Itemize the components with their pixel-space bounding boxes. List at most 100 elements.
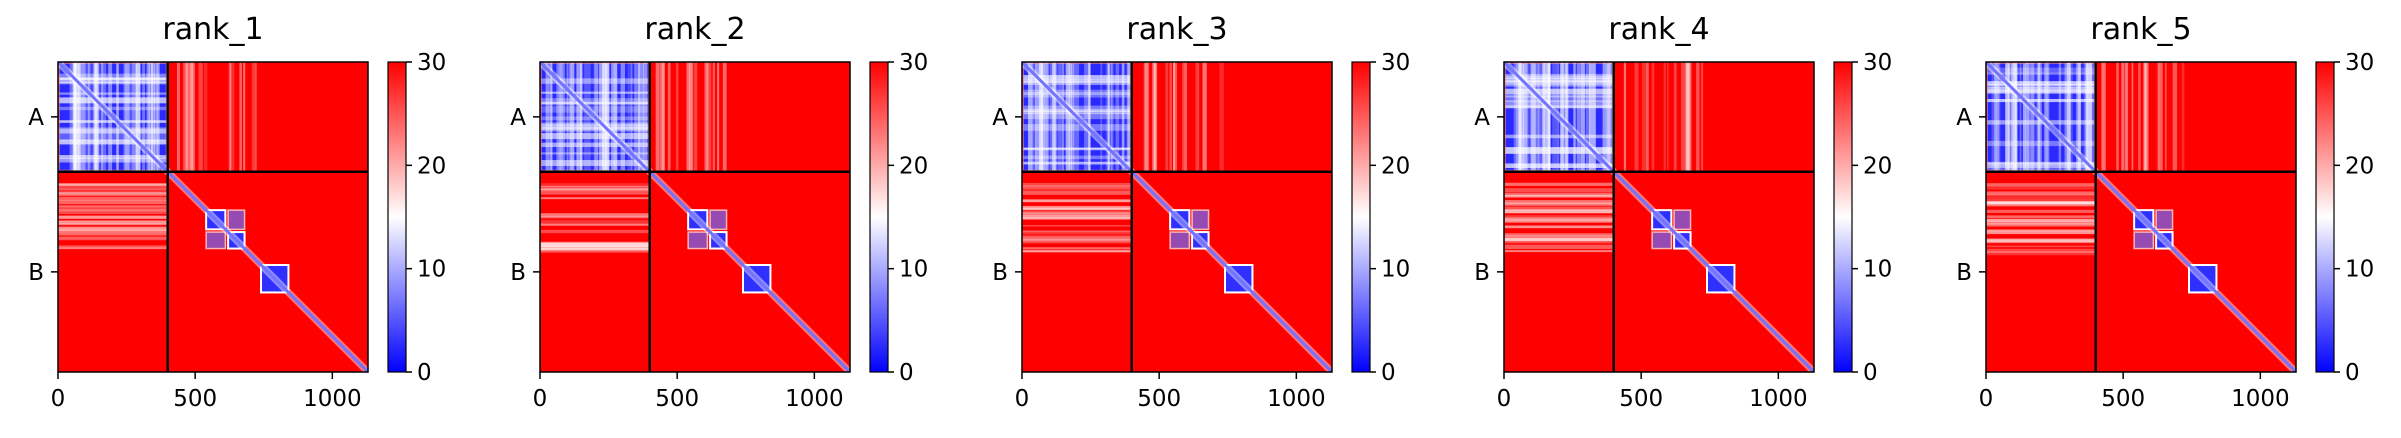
block-A-stripe (58, 77, 168, 84)
block-A-stripe (1022, 109, 1132, 113)
block-A-B-stripe (561, 62, 565, 172)
block-A-stripe (58, 97, 168, 104)
block-B-A-stripe (58, 222, 168, 226)
block-A-B-stripe (2125, 62, 2129, 172)
block-A-B-stripe (1517, 62, 1523, 172)
block-B-A-stripe (540, 220, 650, 224)
block-A-B-stripe (2036, 62, 2040, 172)
block-A-B-stripe (2101, 62, 2106, 172)
block-A-stripe (540, 122, 650, 127)
x-tick-label: 500 (2101, 386, 2145, 412)
block-A-B-stripe (717, 62, 720, 172)
colorbar-tick-label: 10 (1381, 257, 1410, 283)
block-A-B-stripe (2085, 62, 2090, 172)
block-A-stripe (1996, 62, 1999, 172)
block-A-stripe (604, 62, 609, 172)
block-A-B-stripe (1667, 62, 1669, 172)
block-B-A-stripe (58, 192, 168, 196)
block-A-B-stripe (184, 62, 189, 172)
block-A-B-stripe (576, 62, 579, 172)
block-A-B-stripe (1552, 62, 1557, 172)
colorbar-tick-label: 20 (2345, 153, 2374, 179)
block-B-A-stripe (1986, 239, 2096, 243)
block-A-stripe (1022, 89, 1132, 95)
block-B-A-stripe (1986, 223, 2096, 226)
block-A-stripe (1041, 62, 1045, 172)
block-B-A-stripe (58, 245, 168, 249)
block-A-stripe (556, 62, 562, 172)
block-A-stripe (69, 62, 74, 172)
block-A-stripe (58, 158, 168, 163)
block-A-stripe (2043, 62, 2049, 172)
block-B-A-stripe (540, 192, 650, 195)
block-B-A-stripe (540, 223, 650, 226)
block-B-A-stripe (540, 246, 650, 250)
block-A-B-stripe (1031, 62, 1036, 172)
block-A-stripe (540, 91, 650, 94)
pae-panel-rank_2: rank_2 0 500 1000 A B 0 10 20 30 (482, 0, 952, 438)
heatmap-diagonal-halo (55, 59, 371, 375)
block-B-A-stripe (1022, 235, 1132, 241)
block-A-stripe (2011, 62, 2018, 172)
colorbar (1351, 61, 1371, 373)
block-A-stripe (1986, 165, 2096, 168)
block-B-A-stripe (1986, 229, 2096, 232)
block-B-A-stripe (1504, 182, 1614, 186)
block-B-A-stripe (1022, 216, 1132, 220)
block-B-A-stripe (1504, 225, 1614, 228)
heatmap-frame (57, 61, 369, 373)
block-B-A-stripe (58, 183, 168, 187)
block-A-B-stripe (74, 62, 78, 172)
block-A-stripe (1022, 155, 1132, 160)
block-A-stripe (579, 62, 582, 172)
block-A-B-stripe (2025, 62, 2030, 172)
heatmap-svg: 0 500 1000 A B 0 10 20 30 (28, 50, 446, 412)
block-B-A-stripe (540, 243, 650, 247)
block-A-stripe (540, 133, 650, 140)
block-B-A-stripe (1022, 211, 1132, 214)
block-B-A-stripe (58, 212, 168, 214)
block-A-B-stripe (151, 62, 153, 172)
block-A-B-stripe (2029, 62, 2035, 172)
chain-label: A (1474, 105, 1490, 131)
block-B-A-stripe (1986, 238, 2096, 243)
block-A-B-stripe (689, 62, 693, 172)
block-B-A-stripe (1022, 212, 1132, 216)
block-A-stripe (1991, 62, 1998, 172)
block-A-stripe (58, 73, 168, 78)
block-A-B-stripe (239, 62, 242, 172)
block-B-A-stripe (1986, 238, 2096, 244)
chain-label: B (992, 260, 1008, 286)
block-A-B-stripe (1051, 62, 1057, 172)
block-A-B-stripe (704, 62, 709, 172)
block-A-B-stripe (1143, 62, 1147, 172)
colorbar (1833, 61, 1853, 373)
block-A-stripe (130, 62, 137, 172)
block-A-B-stripe (1088, 62, 1091, 172)
heatmap-diagonal-halo (1983, 59, 2299, 375)
block-B-A-stripe (1986, 183, 2096, 187)
block-A-B-stripe (203, 62, 208, 172)
block-A-B-stripe (675, 62, 679, 172)
block-B-A-stripe (1022, 215, 1132, 218)
block-A-B-stripe (1173, 62, 1175, 172)
block-A-B-stripe (2116, 62, 2119, 172)
block-A-B-stripe (1028, 62, 1033, 172)
block-A-B-stripe (2142, 62, 2148, 172)
block-A-B-stripe (231, 62, 235, 172)
block-A-B-stripe (1673, 62, 1676, 172)
block-B-A-stripe (58, 209, 168, 211)
block-A-B-stripe (637, 62, 641, 172)
panel-title: rank_1 (162, 12, 264, 47)
block-A-B-stripe (131, 62, 136, 172)
block-B-A-stripe (1986, 222, 2096, 227)
block-A-stripe (1069, 62, 1073, 172)
colorbar-tick-label: 10 (899, 257, 928, 283)
block-A-B-stripe (1996, 62, 2001, 172)
block-B-A-stripe (1022, 212, 1132, 216)
x-tick-label: 500 (173, 386, 217, 412)
block-A-B-stripe (1560, 62, 1564, 172)
block-A-B-stripe (1127, 62, 1133, 172)
block-A-stripe (540, 160, 650, 166)
block-A-B-stripe (2012, 62, 2015, 172)
